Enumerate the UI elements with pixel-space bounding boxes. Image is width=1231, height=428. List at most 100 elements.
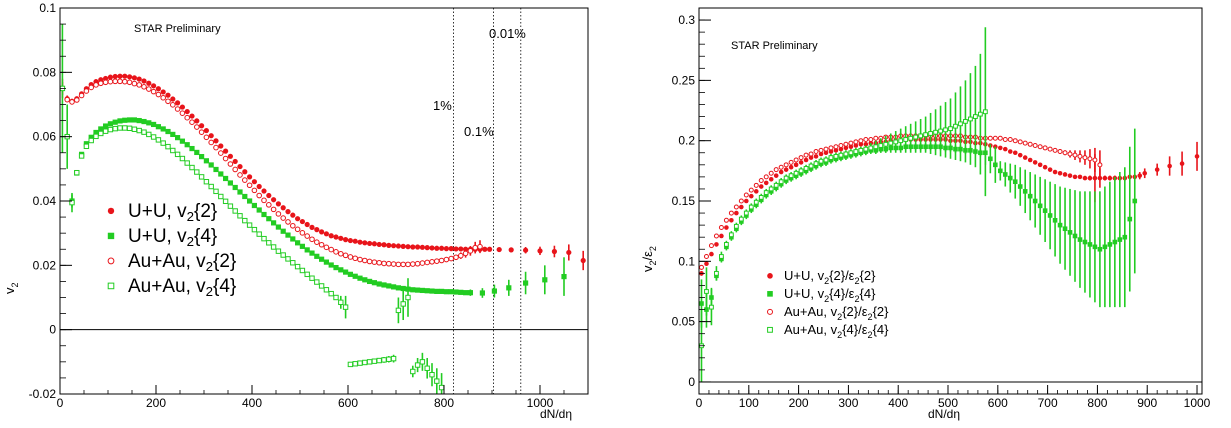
data-point [146,86,152,92]
data-point [778,164,784,170]
data-point [280,228,286,234]
data-point [295,216,301,222]
data-point [357,239,363,245]
data-point [285,232,291,238]
data-point [309,250,315,256]
data-point [275,211,282,217]
data-point [328,290,334,297]
x-tick-label: 1000 [527,396,554,410]
data-point [888,140,894,146]
data-point [213,138,219,144]
data-point [1127,216,1133,222]
data-point [813,149,819,155]
x-axis-label: dN/dη [540,407,572,421]
legend-text-part: 2 [837,330,842,340]
data-point [98,126,104,132]
legend-marker [107,232,115,240]
x-tick-label: 300 [838,396,858,410]
legend-text-part: Au+Au, v [128,251,206,272]
legend-text-part: {2} [860,268,877,283]
y-tick-label: 0.05 [672,315,696,329]
data-point [174,151,181,158]
data-point [112,125,118,132]
data-point [709,304,714,310]
data-point [261,188,267,194]
legend-entry: Au+Au, v2{2} [128,251,236,274]
data-point [141,118,147,125]
data-point [783,162,789,168]
data-point [227,153,233,159]
x-tick-label: 600 [338,396,358,410]
data-point [103,123,109,129]
data-point [376,241,382,248]
y-tick-label: 0.02 [33,258,57,272]
data-point [424,288,430,294]
data-point [227,161,234,167]
data-point [136,82,142,88]
data-point [357,360,363,366]
data-point [271,220,277,226]
data-point [903,137,909,142]
data-point [107,74,113,80]
data-point [194,124,200,130]
data-point [833,153,839,159]
data-point [768,176,774,182]
data-point [453,289,459,295]
data-point [256,192,263,199]
data-point [256,207,262,213]
data-point [858,147,864,153]
legend-text-part: U+U, v [784,286,825,301]
data-point [155,137,162,143]
data-point [175,135,181,141]
data-point [1087,175,1093,181]
data-point [477,243,483,250]
data-point [1007,149,1013,154]
data-point [703,253,709,259]
data-point [362,257,368,264]
x-tick-label: 200 [789,396,809,410]
data-point [993,162,998,168]
data-point [758,177,764,183]
data-point [314,279,320,285]
data-point [208,133,214,139]
data-point [151,121,157,128]
x-tick-label: 800 [434,396,454,410]
x-tick-label: 0 [57,396,64,410]
data-point [1142,170,1148,176]
data-point [304,233,311,239]
data-point [242,193,248,200]
data-point [982,109,988,115]
data-point [136,76,142,82]
legend-text-part: {2} [194,201,217,222]
x-tick-label: 900 [1137,396,1157,410]
data-point [328,246,335,253]
data-point [74,97,80,103]
data-point [429,245,435,251]
data-point [266,216,272,222]
y-axis-label-part: /ε [640,251,655,261]
legend: U+U, v2{2}/ε2{2}U+U, v2{4}/ε2{4}Au+Au, v… [767,268,889,340]
data-point [213,188,219,195]
data-point [858,138,864,144]
data-point [1154,167,1160,172]
data-point [893,139,899,145]
series [59,78,483,268]
data-point [479,290,485,296]
data-point [1137,173,1143,178]
legend-text-part: U+U, v [128,226,187,247]
star-preliminary-label: STAR Preliminary [134,23,221,35]
legend-text-part: {4} [213,276,236,297]
data-point [1042,164,1048,170]
data-point [391,284,397,290]
data-point [275,224,281,230]
data-point [381,357,387,363]
data-point [506,285,512,291]
data-point [362,277,368,283]
data-point [371,259,378,265]
data-point [1087,156,1093,162]
data-point [299,267,306,274]
data-point [1017,152,1023,158]
data-point [537,248,543,254]
data-point [165,92,171,98]
data-point [414,362,421,368]
